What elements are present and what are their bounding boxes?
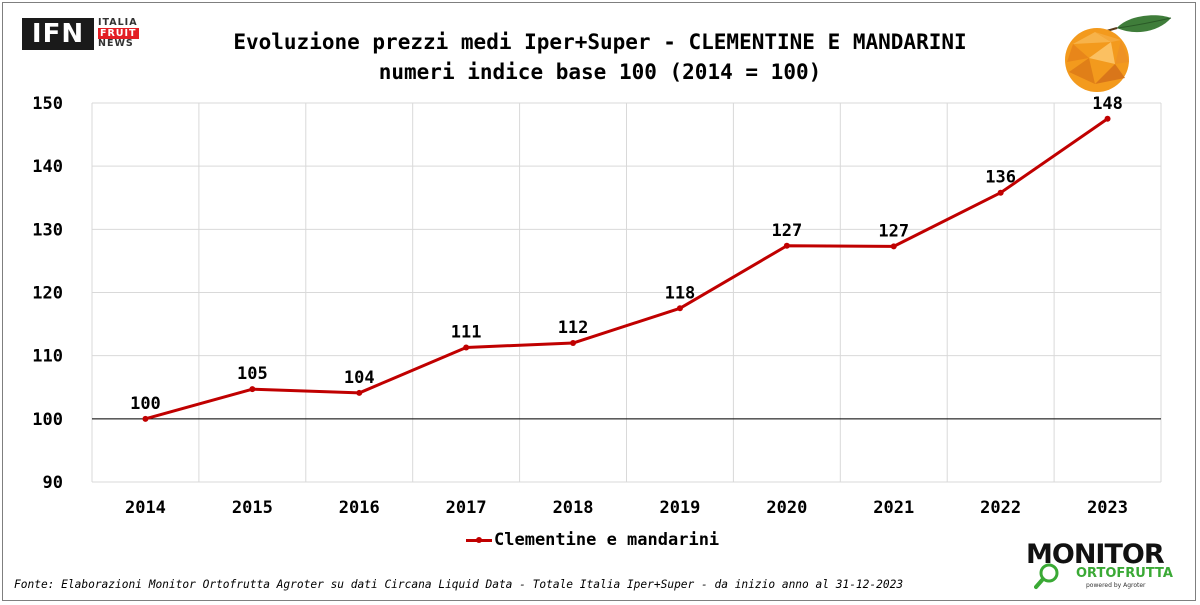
ifn-logo-line2: FRUIT (98, 27, 139, 39)
chart-legend: Clementine e mandarini (466, 529, 719, 551)
data-point (676, 305, 683, 312)
data-point (997, 189, 1004, 196)
y-tick-label: 130 (32, 220, 63, 240)
x-tick-label: 2017 (446, 498, 487, 518)
y-tick-label: 100 (32, 410, 63, 430)
legend-series-swatch (466, 529, 492, 551)
x-tick-label: 2019 (659, 498, 700, 518)
x-tick-label: 2023 (1087, 498, 1128, 518)
data-label: 136 (985, 168, 1016, 188)
x-tick-label: 2018 (553, 498, 594, 518)
ifn-logo-line3: NEWS (98, 38, 134, 49)
data-label: 127 (878, 221, 909, 241)
data-label: 111 (451, 322, 482, 342)
data-point (356, 389, 363, 396)
series-line (145, 117, 1109, 421)
data-point (1104, 115, 1111, 122)
ifn-logo-line1: ITALIA (98, 17, 138, 28)
magnifier-icon (1034, 563, 1059, 589)
data-label: 104 (344, 368, 375, 388)
data-label: 127 (771, 221, 802, 241)
data-point (570, 340, 577, 347)
y-tick-label: 120 (32, 284, 63, 304)
data-label: 118 (665, 283, 696, 303)
monitor-logo-sub: ORTOFRUTTA (1076, 566, 1173, 581)
x-tick-label: 2014 (125, 498, 166, 518)
data-point (142, 415, 149, 422)
y-tick-label: 90 (43, 473, 63, 493)
data-point (463, 344, 470, 351)
ifn-logo-mark: IFN (22, 18, 94, 50)
y-tick-label: 140 (32, 157, 63, 177)
chart-title-line1: Evoluzione prezzi medi Iper+Super - CLEM… (233, 30, 967, 54)
x-tick-label: 2022 (980, 498, 1021, 518)
data-point (890, 243, 897, 250)
x-tick-label: 2020 (766, 498, 807, 518)
data-label: 100 (130, 394, 161, 414)
ifn-logo: IFN ITALIA FRUIT NEWS (22, 17, 144, 52)
data-point (249, 386, 256, 393)
x-tick-label: 2016 (339, 498, 380, 518)
data-label: 105 (237, 364, 268, 384)
x-tick-label: 2015 (232, 498, 273, 518)
chart-title-line2: numeri indice base 100 (2014 = 100) (378, 60, 822, 84)
y-tick-label: 110 (32, 347, 63, 367)
y-tick-label: 150 (32, 94, 63, 114)
chart-title: Evoluzione prezzi medi Iper+Super - CLEM… (0, 27, 1200, 87)
ifn-logo-text: ITALIA FRUIT NEWS (98, 17, 139, 50)
x-tick-label: 2021 (873, 498, 914, 518)
source-note: Fonte: Elaborazioni Monitor Ortofrutta A… (14, 578, 904, 591)
data-label: 112 (558, 318, 589, 338)
monitor-logo-small: powered by Agroter (1086, 582, 1146, 589)
data-point (783, 242, 790, 249)
mandarin-icon (1065, 15, 1172, 92)
legend-series-label: Clementine e mandarini (494, 530, 720, 550)
monitor-ortofrutta-logo: MONITOR ORTOFRUTTA powered by Agroter (1026, 540, 1186, 592)
data-label: 148 (1092, 94, 1123, 114)
